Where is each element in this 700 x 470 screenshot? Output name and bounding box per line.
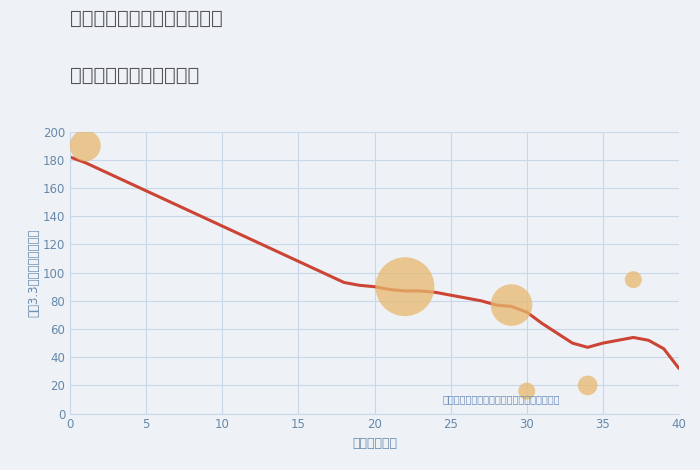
Point: [521, 387, 532, 395]
Y-axis label: 坪（3.3㎡）単価（万円）: 坪（3.3㎡）単価（万円）: [27, 228, 40, 317]
Text: 築年数別中古戸建て価格: 築年数別中古戸建て価格: [70, 66, 199, 85]
Point: [80, 142, 91, 149]
Point: [628, 276, 639, 283]
Text: 兵庫県西宮市上ヶ原二番町の: 兵庫県西宮市上ヶ原二番町の: [70, 9, 223, 28]
Point: [399, 283, 410, 290]
Point: [506, 301, 517, 309]
X-axis label: 築年数（年）: 築年数（年）: [352, 437, 397, 450]
Text: 円の大きさは、取引のあった物件面積を示す: 円の大きさは、取引のあった物件面積を示す: [443, 394, 561, 404]
Point: [582, 382, 594, 389]
